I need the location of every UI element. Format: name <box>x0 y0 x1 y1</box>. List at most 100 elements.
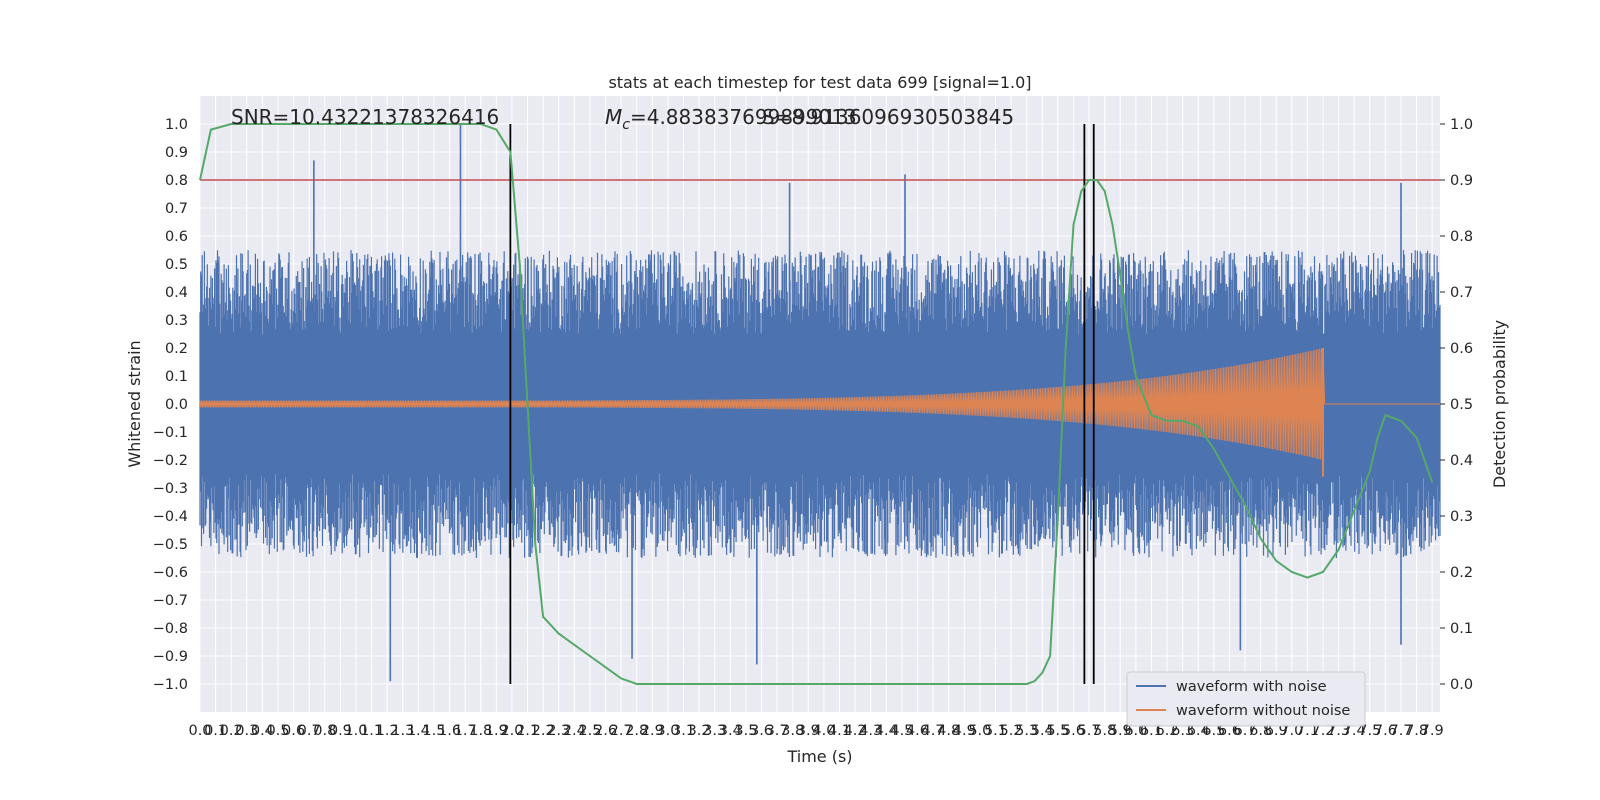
x-tick-label: 2.8 <box>625 723 648 739</box>
x-tick-label: 0.7 <box>298 723 321 739</box>
x-tick-label: 5.1 <box>984 723 1007 739</box>
y-axis-label: Whitened strain <box>125 340 144 467</box>
x-tick-label: 0.5 <box>266 723 289 739</box>
x-tick-label: 3.7 <box>766 723 789 739</box>
y-tick-label: 0.5 <box>165 257 188 273</box>
y2-tick-label: 0.0 <box>1450 677 1473 693</box>
x-tick-label: 5.7 <box>1078 723 1101 739</box>
x-tick-label: 1.8 <box>469 723 492 739</box>
x-tick-label: 7.7 <box>1389 723 1412 739</box>
x-tick-label: 0.1 <box>204 723 227 739</box>
x-tick-label: 6.2 <box>1156 723 1179 739</box>
x-tick-label: 1.4 <box>407 723 430 739</box>
x-tick-label: 4.5 <box>890 723 913 739</box>
x-tick-label: 7.9 <box>1421 723 1444 739</box>
x-tick-label: 6.5 <box>1202 723 1225 739</box>
x-tick-label: 0.3 <box>235 723 258 739</box>
x-tick-label: 4.8 <box>937 723 960 739</box>
y-tick-label: 0.4 <box>165 285 188 301</box>
y2-tick-label: 0.1 <box>1450 621 1473 637</box>
clean-waveform-trace <box>199 347 1440 460</box>
y2-axis-ticks: 1.0 0.9 0.8 0.7 0.6 0.5 0.4 0.3 0.2 0.1 0.0 <box>1440 117 1473 693</box>
x-tick-label: 5.8 <box>1093 723 1116 739</box>
y-tick-label: 0.1 <box>165 369 188 385</box>
x-tick-label: 7.6 <box>1374 723 1397 739</box>
x-tick-label: 1.5 <box>422 723 445 739</box>
x-tick-label: 2.5 <box>578 723 601 739</box>
x-tick-label: 6.3 <box>1171 723 1194 739</box>
legend-box <box>1126 671 1366 727</box>
y-tick-label: −0.8 <box>153 621 188 637</box>
y-tick-label: 1.0 <box>165 117 188 133</box>
y2-tick-label: 0.4 <box>1450 453 1473 469</box>
chart-title: stats at each timestep for test data 699… <box>608 73 1031 92</box>
legend-label-clean: waveform without noise <box>1176 703 1350 719</box>
y2-tick-label: 0.5 <box>1450 397 1473 413</box>
x-tick-label: 3.9 <box>797 723 820 739</box>
y-tick-label: 0.2 <box>165 341 188 357</box>
x-tick-label: 1.9 <box>485 723 508 739</box>
y-tick-label: −0.7 <box>153 593 188 609</box>
x-tick-label: 6.8 <box>1249 723 1272 739</box>
x-axis-ticks: 0.00.10.20.30.40.50.60.70.80.91.01.11.21… <box>188 723 1443 739</box>
x-tick-label: 3.3 <box>703 723 726 739</box>
x-tick-label: 5.5 <box>1046 723 1069 739</box>
chirp-mass-subscript: c <box>622 117 630 133</box>
x-tick-label: 1.1 <box>360 723 383 739</box>
x-tick-label: 7.8 <box>1405 723 1428 739</box>
snr-annotation: SNR=10.43221378326416 <box>231 105 499 129</box>
y2-axis-label: Detection probability <box>1490 320 1509 488</box>
chirp-mass-annotation: Mc=4.883837699899013 <box>605 105 857 133</box>
x-tick-label: 4.0 <box>812 723 835 739</box>
y2-tick-label: 0.7 <box>1450 285 1473 301</box>
probability-line <box>199 123 1434 685</box>
y2-tick-label: 0.3 <box>1450 509 1473 525</box>
x-tick-label: 6.9 <box>1265 723 1288 739</box>
x-tick-label: 7.5 <box>1358 723 1381 739</box>
y2-tick-label: 0.2 <box>1450 565 1473 581</box>
x-tick-label: 2.3 <box>547 723 570 739</box>
x-tick-label: 4.2 <box>844 723 867 739</box>
y-tick-label: −0.9 <box>153 649 188 665</box>
x-tick-label: 3.8 <box>781 723 804 739</box>
x-tick-label: 6.6 <box>1218 723 1241 739</box>
x-tick-label: 4.3 <box>859 723 882 739</box>
x-tick-label: 3.6 <box>750 723 773 739</box>
x-tick-label: 6.7 <box>1234 723 1257 739</box>
x-tick-label: 2.2 <box>532 723 555 739</box>
x-tick-label: 4.4 <box>875 723 898 739</box>
x-tick-label: 1.0 <box>344 723 367 739</box>
x-tick-label: 6.4 <box>1187 723 1210 739</box>
x-tick-label: 3.5 <box>734 723 757 739</box>
x-tick-label: 2.0 <box>500 723 523 739</box>
y-tick-label: −0.2 <box>153 453 188 469</box>
x-tick-label: 2.4 <box>563 723 586 739</box>
y2-tick-label: 0.8 <box>1450 229 1473 245</box>
legend: waveform with noise waveform without noi… <box>1126 671 1366 727</box>
x-tick-label: 5.2 <box>1000 723 1023 739</box>
x-tick-label: 5.4 <box>1031 723 1054 739</box>
overlap-annotation: S=8.9136096930503845 <box>762 105 1014 129</box>
x-tick-label: 1.7 <box>454 723 477 739</box>
y-tick-label: −0.6 <box>153 565 188 581</box>
x-tick-label: 1.6 <box>438 723 461 739</box>
y-tick-label: 0.9 <box>165 145 188 161</box>
x-tick-label: 3.1 <box>672 723 695 739</box>
x-tick-label: 3.4 <box>719 723 742 739</box>
x-tick-label: 0.4 <box>251 723 274 739</box>
x-tick-label: 2.1 <box>516 723 539 739</box>
y-tick-label: −0.3 <box>153 481 188 497</box>
y-tick-label: −0.4 <box>153 509 188 525</box>
x-tick-label: 1.3 <box>391 723 414 739</box>
x-tick-label: 7.4 <box>1343 723 1366 739</box>
x-tick-label: 7.1 <box>1296 723 1319 739</box>
x-tick-label: 7.3 <box>1327 723 1350 739</box>
x-tick-label: 7.0 <box>1280 723 1303 739</box>
x-tick-label: 5.3 <box>1015 723 1038 739</box>
x-tick-label: 4.7 <box>922 723 945 739</box>
legend-label-noise: waveform with noise <box>1176 679 1327 695</box>
x-tick-label: 0.8 <box>313 723 336 739</box>
y-tick-label: 0.0 <box>165 397 188 413</box>
chirp-mass-symbol: M <box>605 105 622 129</box>
